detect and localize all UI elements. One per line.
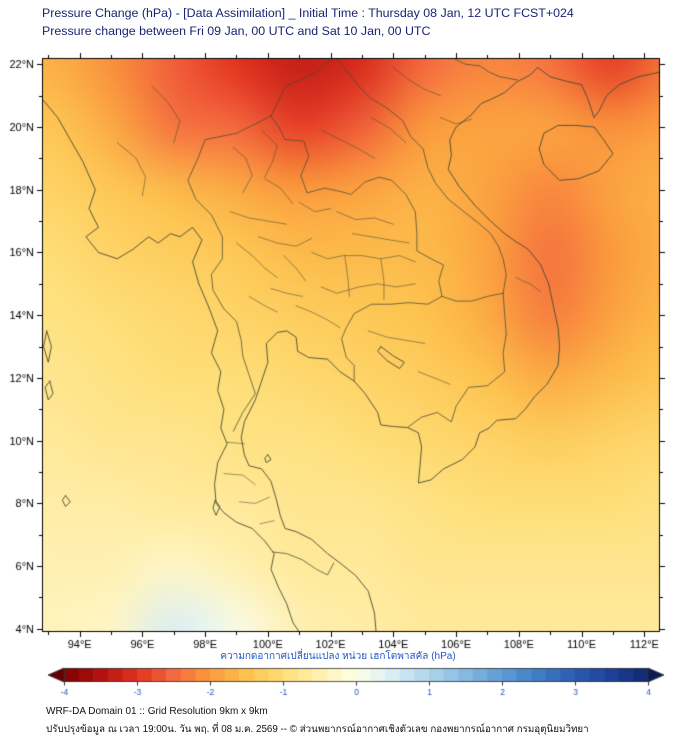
- footer-update-info: ปรับปรุงข้อมูล ณ เวลา 19:00น. วัน พฤ. ที…: [46, 724, 589, 735]
- colorbar-canvas: [0, 664, 676, 708]
- footer-domain-info: WRF-DA Domain 01 :: Grid Resolution 9km …: [46, 706, 268, 717]
- pressure-change-map-canvas: [0, 0, 676, 660]
- figure-title-line2: Pressure change between Fri 09 Jan, 00 U…: [42, 24, 431, 38]
- colorbar-label: ความกดอากาศเปลี่ยนแปลง หน่วย เฮกโตพาสคัล…: [220, 651, 456, 662]
- figure-title-line1: Pressure Change (hPa) - [Data Assimilati…: [42, 6, 574, 20]
